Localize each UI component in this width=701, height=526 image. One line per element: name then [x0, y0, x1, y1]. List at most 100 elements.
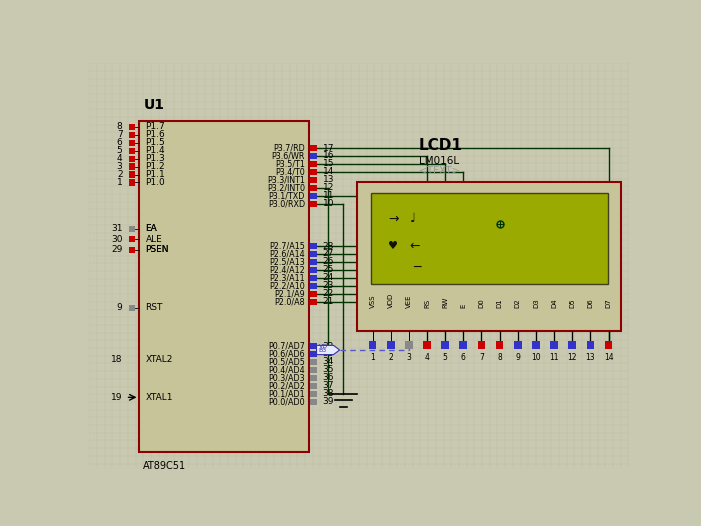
Text: B3: B3 [319, 348, 327, 353]
Text: 10: 10 [531, 353, 540, 362]
Text: P2.6/A14: P2.6/A14 [269, 249, 305, 258]
Text: RS: RS [424, 299, 430, 308]
Text: 39: 39 [322, 397, 334, 406]
Text: VSS: VSS [369, 295, 376, 308]
Text: P3.5/T1: P3.5/T1 [275, 159, 305, 168]
Text: 1: 1 [370, 353, 375, 362]
Bar [514, 341, 522, 349]
Text: LM016L: LM016L [419, 156, 459, 166]
Bar [605, 341, 613, 349]
Text: 13: 13 [585, 353, 595, 362]
Text: D3: D3 [533, 298, 539, 308]
Text: P0.6/AD6: P0.6/AD6 [268, 349, 305, 358]
Text: 35: 35 [322, 366, 334, 375]
Bar [311, 243, 317, 249]
Text: E: E [461, 304, 466, 308]
Text: 4: 4 [425, 353, 430, 362]
Bar [358, 183, 622, 331]
Text: 13: 13 [322, 175, 334, 184]
Bar [129, 179, 135, 186]
Bar [569, 341, 576, 349]
Text: P1.7: P1.7 [146, 123, 165, 132]
Text: VDD: VDD [388, 293, 394, 308]
Text: P0.4/AD4: P0.4/AD4 [268, 366, 305, 375]
Text: 31: 31 [111, 224, 123, 234]
Bar [477, 341, 485, 349]
Text: 19: 19 [111, 393, 123, 402]
Bar [311, 177, 317, 183]
Text: EA: EA [146, 224, 157, 234]
Text: P2.4/A12: P2.4/A12 [269, 265, 305, 275]
Bar [442, 341, 449, 349]
Bar [311, 251, 317, 257]
Text: P3.7/RD: P3.7/RD [273, 144, 305, 153]
Bar [311, 299, 317, 305]
Text: 15: 15 [322, 159, 334, 168]
Text: EA: EA [146, 224, 157, 234]
Text: 37: 37 [322, 381, 334, 390]
Text: 23: 23 [322, 281, 334, 290]
Text: P3.2/INT0: P3.2/INT0 [267, 183, 305, 192]
Text: PSEN: PSEN [146, 246, 169, 255]
Bar [129, 236, 135, 242]
Text: U1: U1 [143, 98, 164, 112]
Text: D0: D0 [479, 298, 484, 308]
Text: 9: 9 [117, 304, 123, 312]
Bar [129, 164, 135, 170]
Text: P1.3: P1.3 [146, 154, 165, 163]
Text: ←: ← [409, 239, 420, 252]
Text: P2.0/A8: P2.0/A8 [274, 297, 305, 306]
Bar [129, 132, 135, 138]
Bar [311, 367, 317, 373]
Bar [311, 145, 317, 151]
Bar [423, 341, 431, 349]
Text: 7: 7 [117, 130, 123, 139]
Text: ♥: ♥ [388, 241, 398, 251]
Bar [129, 124, 135, 130]
Text: P2.5/A13: P2.5/A13 [269, 257, 305, 266]
Text: 3: 3 [407, 353, 411, 362]
Text: P1.1: P1.1 [146, 170, 165, 179]
Bar [311, 343, 317, 349]
Bar [372, 193, 608, 284]
Text: 11: 11 [550, 353, 559, 362]
Text: 21: 21 [322, 297, 334, 306]
Text: 10: 10 [322, 199, 334, 208]
Bar [587, 341, 594, 349]
Bar [311, 375, 317, 381]
Bar [129, 226, 135, 232]
Text: 25: 25 [322, 265, 334, 275]
Text: D6: D6 [587, 298, 593, 308]
Bar [311, 399, 317, 404]
Text: AT89C51: AT89C51 [143, 461, 186, 471]
Text: D7: D7 [606, 298, 611, 308]
Text: D5: D5 [569, 298, 576, 308]
Bar [311, 267, 317, 273]
Text: 26: 26 [322, 257, 334, 266]
Bar [129, 171, 135, 178]
Text: ALE: ALE [146, 235, 163, 244]
Text: 18: 18 [111, 355, 123, 364]
Text: 12: 12 [322, 183, 334, 192]
Bar [369, 341, 376, 349]
Text: XTAL1: XTAL1 [146, 393, 173, 402]
Text: 5: 5 [443, 353, 448, 362]
Text: 2: 2 [388, 353, 393, 362]
Text: 33: 33 [322, 349, 334, 358]
Bar [129, 247, 135, 253]
Text: 34: 34 [322, 357, 334, 367]
Text: P0.1/AD1: P0.1/AD1 [268, 389, 305, 398]
Text: 24: 24 [322, 274, 334, 282]
Bar [405, 341, 413, 349]
Text: 14: 14 [322, 167, 334, 176]
Bar [532, 341, 540, 349]
Text: 28: 28 [322, 241, 334, 250]
Text: 6: 6 [461, 353, 465, 362]
Text: 9: 9 [515, 353, 520, 362]
Bar [311, 259, 317, 265]
Bar [129, 305, 135, 311]
Text: PSEN: PSEN [146, 246, 169, 255]
Text: 3: 3 [117, 162, 123, 171]
Bar [311, 169, 317, 175]
Text: D1: D1 [496, 298, 503, 308]
